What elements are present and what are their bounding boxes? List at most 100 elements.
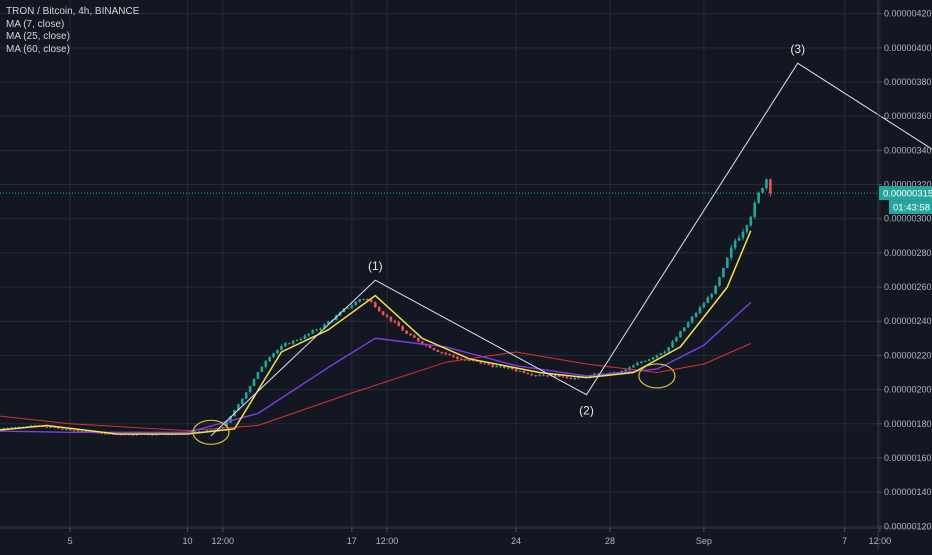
y-tick-label-13: 0.00000160 bbox=[884, 453, 932, 463]
candle-body-138 bbox=[491, 364, 494, 367]
candle-body-200 bbox=[733, 240, 737, 248]
candle-body-181 bbox=[659, 353, 663, 355]
candle-body-82 bbox=[272, 353, 275, 358]
wave-path bbox=[210, 62, 932, 437]
candle-body-66 bbox=[209, 429, 213, 431]
candle-body-206 bbox=[757, 192, 760, 203]
legend-symbol[interactable]: TRON / Bitcoin, 4h, BINANCE bbox=[6, 6, 140, 17]
candle-body-134 bbox=[475, 360, 479, 362]
candle-body-88 bbox=[295, 339, 299, 341]
candle-body-83 bbox=[276, 349, 279, 354]
candle-body-91 bbox=[307, 333, 311, 336]
candle-body-127 bbox=[448, 354, 451, 356]
candle-body-119 bbox=[417, 337, 420, 342]
candle-body-12 bbox=[0, 428, 2, 430]
candle-body-85 bbox=[284, 343, 287, 347]
candle-body-30 bbox=[68, 429, 72, 431]
candle-body-71 bbox=[229, 416, 232, 423]
candle-body-189 bbox=[690, 316, 694, 323]
candle-body-194 bbox=[710, 294, 713, 298]
candle-body-68 bbox=[217, 428, 221, 430]
candle-body-61 bbox=[190, 432, 193, 434]
legend-ma60[interactable]: MA (60, close) bbox=[6, 43, 70, 55]
candle-body-158 bbox=[569, 378, 573, 380]
y-tick-label-14: 0.00000140 bbox=[884, 487, 932, 497]
candle-body-147 bbox=[526, 372, 530, 375]
candle-body-122 bbox=[428, 345, 432, 349]
candle-body-171 bbox=[620, 371, 624, 373]
candle-body-177 bbox=[643, 361, 647, 363]
y-tick-label-6: 0.00000300 bbox=[884, 214, 932, 224]
candle-body-187 bbox=[683, 327, 686, 332]
candle-body-184 bbox=[671, 341, 674, 348]
candle-body-151 bbox=[542, 375, 545, 377]
ma7-path bbox=[0, 230, 752, 435]
candle-body-191 bbox=[698, 307, 702, 313]
candle-body-101 bbox=[346, 307, 350, 309]
chart-legend: TRON / Bitcoin, 4h, BINANCE MA (7, close… bbox=[6, 6, 139, 56]
y-tick-label-12: 0.00000180 bbox=[884, 419, 932, 429]
candle-body-89 bbox=[299, 338, 303, 340]
y-tick-label-10: 0.00000220 bbox=[884, 350, 932, 360]
candle-body-126 bbox=[444, 352, 447, 355]
wave-label-2: (2) bbox=[579, 404, 594, 418]
candle-body-135 bbox=[479, 361, 483, 364]
y-tick-label-3: 0.00000360 bbox=[884, 111, 932, 121]
candle-body-74 bbox=[240, 398, 244, 405]
candle-body-155 bbox=[557, 374, 561, 377]
candle-body-38 bbox=[100, 432, 103, 434]
legend-ma7[interactable]: MA (7, close) bbox=[6, 18, 65, 30]
candle-body-183 bbox=[667, 347, 670, 352]
candle-body-25 bbox=[49, 426, 52, 428]
candle-body-16 bbox=[14, 427, 17, 429]
candle-body-209 bbox=[769, 179, 772, 194]
candle-body-196 bbox=[718, 277, 721, 286]
candle-body-32 bbox=[76, 430, 80, 432]
candle-body-154 bbox=[553, 374, 557, 377]
candle-body-78 bbox=[256, 371, 260, 379]
candle-body-205 bbox=[753, 202, 757, 217]
candle-body-110 bbox=[381, 311, 385, 316]
candle-body-70 bbox=[225, 422, 228, 427]
candle-body-81 bbox=[268, 357, 271, 362]
candle-body-109 bbox=[377, 307, 381, 312]
candle-body-46 bbox=[131, 434, 135, 436]
candle-body-111 bbox=[385, 315, 389, 317]
candle-body-79 bbox=[260, 366, 264, 372]
legend-ma25[interactable]: MA (25, close) bbox=[6, 31, 70, 42]
candle-body-103 bbox=[354, 301, 358, 306]
candle-body-93 bbox=[315, 329, 318, 331]
candle-body-15 bbox=[10, 427, 13, 429]
candle-body-157 bbox=[565, 376, 569, 379]
candle-body-149 bbox=[534, 375, 537, 377]
candle-body-128 bbox=[452, 354, 455, 357]
candle-body-208 bbox=[765, 179, 768, 189]
candle-body-198 bbox=[726, 257, 729, 268]
candle-body-90 bbox=[303, 335, 307, 339]
candle-body-104 bbox=[358, 299, 361, 302]
candle-body-203 bbox=[745, 225, 749, 232]
wave-label-3: (3) bbox=[790, 42, 805, 56]
candle-body-140 bbox=[499, 365, 502, 367]
candle-body-132 bbox=[467, 360, 471, 362]
candle-body-141 bbox=[503, 365, 506, 368]
candle-body-94 bbox=[319, 328, 322, 330]
wave-drawing[interactable]: (1)(2)(3)(4) bbox=[192, 42, 932, 445]
candle-body-27 bbox=[57, 427, 60, 429]
candle-body-77 bbox=[252, 378, 256, 386]
countdown-value: 01:43:58 bbox=[893, 203, 930, 214]
candle-body-20 bbox=[29, 425, 33, 427]
candle-body-39 bbox=[104, 433, 107, 435]
candle-body-52 bbox=[154, 434, 158, 436]
highlight-ellipse-1 bbox=[638, 363, 676, 389]
candle-body-112 bbox=[389, 316, 393, 322]
candle-body-133 bbox=[471, 360, 475, 362]
candle-body-190 bbox=[694, 312, 698, 317]
candle-body-150 bbox=[538, 375, 541, 377]
candle-body-65 bbox=[205, 430, 209, 432]
candle-body-176 bbox=[639, 361, 643, 363]
candle-body-92 bbox=[311, 330, 315, 334]
